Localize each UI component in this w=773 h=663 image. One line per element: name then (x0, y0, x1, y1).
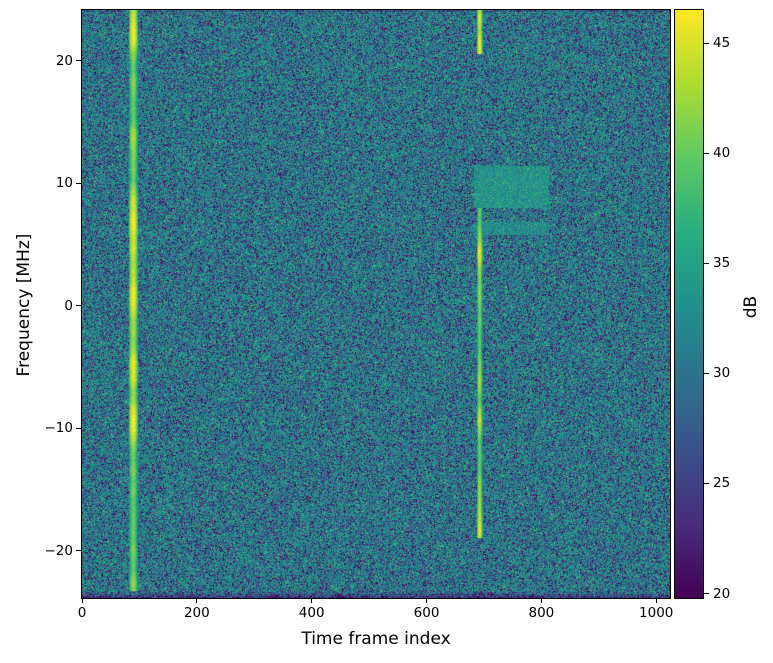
x-tick-mark (426, 599, 428, 603)
plot-area (81, 9, 671, 599)
x-tick-mark (655, 599, 657, 603)
y-tick-mark (76, 550, 81, 552)
x-tick-label: 200 (183, 605, 210, 621)
colorbar-tick-mark (704, 262, 709, 264)
y-tick-label: 20 (55, 52, 73, 69)
colorbar (674, 9, 704, 599)
y-tick-mark (76, 60, 81, 62)
x-tick-label: 600 (413, 605, 440, 621)
colorbar-tick-mark (704, 593, 709, 595)
x-tick-label: 0 (77, 605, 87, 621)
colorbar-tick-mark (704, 42, 709, 44)
y-tick-label: 0 (64, 297, 73, 314)
colorbar-tick-mark (704, 482, 709, 484)
colorbar-label: dB (741, 295, 761, 319)
x-tick-mark (196, 599, 198, 603)
y-tick-mark (76, 427, 81, 429)
colorbar-tick-label: 35 (713, 255, 731, 272)
y-tick-label: −20 (44, 542, 74, 559)
spectrogram-canvas (82, 10, 670, 598)
x-tick-mark (540, 599, 542, 603)
colorbar-tick-label: 25 (713, 475, 731, 492)
x-tick-label: 800 (528, 605, 555, 621)
x-axis-label: Time frame index (301, 629, 451, 649)
colorbar-tick-label: 45 (713, 35, 731, 52)
y-tick-label: 10 (55, 175, 73, 192)
x-tick-label: 1000 (639, 605, 674, 621)
x-tick-mark (81, 599, 83, 603)
colorbar-tick-mark (704, 372, 709, 374)
colorbar-tick-label: 20 (713, 585, 731, 602)
colorbar-tick-label: 30 (713, 365, 731, 382)
colorbar-tick-mark (704, 152, 709, 154)
x-tick-mark (311, 599, 313, 603)
y-axis-label: Frequency [MHz] (14, 233, 34, 377)
y-tick-mark (76, 305, 81, 307)
x-tick-label: 400 (298, 605, 325, 621)
colorbar-tick-label: 40 (713, 145, 731, 162)
y-tick-label: −10 (44, 420, 74, 437)
y-tick-mark (76, 182, 81, 184)
